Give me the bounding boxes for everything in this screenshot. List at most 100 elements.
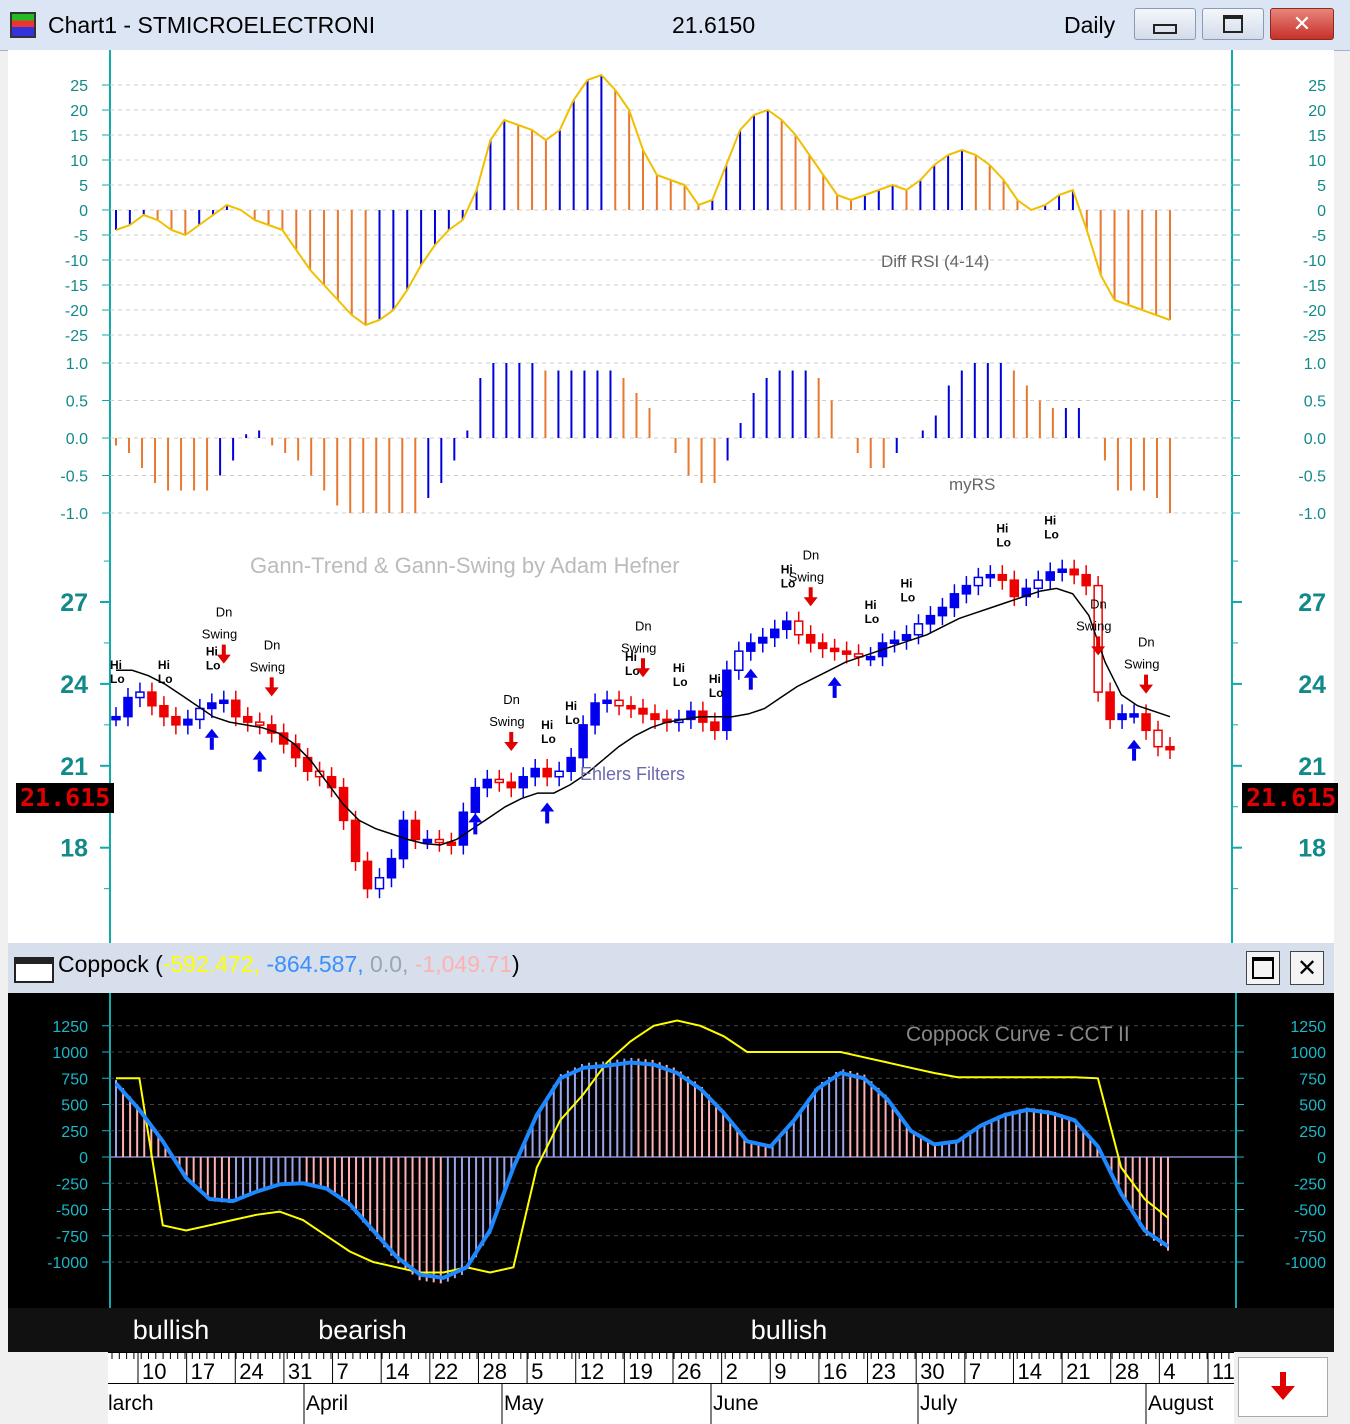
close-button[interactable]: ✕ bbox=[1270, 8, 1334, 40]
coppock-tick-right: 1250 bbox=[1290, 1019, 1326, 1036]
window-titlebar[interactable]: Chart1 - STMICROELECTRONI 21.6150 Daily … bbox=[0, 0, 1350, 51]
coppock-chart-area[interactable]: 1250 1250 1000 1000 750 750 500 500 250 250 0 0 -250… bbox=[8, 993, 1334, 1308]
minimize-icon bbox=[1153, 24, 1177, 34]
price-candle-body bbox=[530, 767, 540, 778]
scroll-to-end-button[interactable] bbox=[1238, 1357, 1328, 1417]
price-candle-body bbox=[386, 857, 397, 879]
hi-label: Hi bbox=[865, 598, 877, 612]
price-tick-right: 27 bbox=[1298, 589, 1326, 617]
diff-rsi-tick-left: 15 bbox=[70, 128, 88, 145]
price-candle-body bbox=[123, 696, 133, 718]
lo-label: Lo bbox=[625, 664, 640, 678]
up-arrow-icon bbox=[473, 822, 478, 835]
price-candle-body bbox=[207, 702, 217, 710]
price-candle-body bbox=[362, 860, 373, 890]
myrs-tick-right: 0.5 bbox=[1304, 394, 1326, 411]
date-month-label: May bbox=[504, 1392, 544, 1415]
date-month-label: June bbox=[713, 1392, 759, 1415]
dn-swing-label: Dn bbox=[216, 605, 233, 620]
upper-chart-area[interactable]: 25 25 20 20 15 15 10 10 5 5 0 0 -5 -5 -10 -10 -15 -15 -20 -… bbox=[8, 50, 1338, 943]
restore-icon bbox=[1223, 15, 1243, 33]
dn-swing-label: Dn bbox=[264, 637, 281, 652]
price-candle-body bbox=[985, 573, 996, 579]
date-day-label: 24 bbox=[239, 1359, 263, 1384]
price-candle-body bbox=[865, 655, 876, 661]
date-day-label: 28 bbox=[1115, 1359, 1139, 1384]
coppock-pane-header[interactable]: Coppock (-592.472, -864.587, 0.0, -1,049… bbox=[8, 943, 1334, 993]
regime-label: bullish bbox=[750, 1315, 828, 1345]
price-candle-body bbox=[135, 691, 145, 699]
price-candle-body bbox=[602, 699, 612, 705]
dn-swing-label: Dn bbox=[803, 547, 820, 562]
date-axis-canvas[interactable]: 10 17 24 31 7 14 22 28 5 12 19 26 2 9 16 23 30 7 14 21 28 4 11… bbox=[108, 1352, 1234, 1424]
price-candle-body bbox=[1117, 713, 1127, 721]
down-arrow-icon bbox=[269, 677, 274, 690]
price-candle-body bbox=[290, 743, 301, 759]
diff-rsi-line bbox=[115, 73, 1171, 327]
hi-label: Hi bbox=[541, 718, 553, 732]
date-day-label: 11 bbox=[1212, 1359, 1234, 1384]
coppock-tick-left: 750 bbox=[61, 1071, 88, 1088]
lo-label: Lo bbox=[158, 672, 173, 686]
pane-close-button[interactable]: ✕ bbox=[1290, 951, 1324, 985]
diff-rsi-tick-right: 0 bbox=[1317, 203, 1326, 220]
diff-rsi-tick-left: 10 bbox=[70, 153, 88, 170]
price-tick-left: 27 bbox=[60, 589, 88, 617]
coppock-title-line: Coppock (-592.472, -864.587, 0.0, -1,049… bbox=[58, 951, 520, 977]
lo-label: Lo bbox=[901, 590, 916, 604]
date-day-label: 5 bbox=[531, 1359, 543, 1384]
dn-swing-label: Swing bbox=[1076, 618, 1111, 633]
minimize-button[interactable] bbox=[1134, 8, 1196, 40]
coppock-tick-left: -1000 bbox=[47, 1255, 88, 1272]
maximize-icon bbox=[1252, 957, 1274, 979]
coppock-tick-right: -1000 bbox=[1285, 1255, 1326, 1272]
up-arrow-icon bbox=[540, 802, 555, 812]
diff-rsi-tick-right: -15 bbox=[1303, 278, 1326, 295]
myrs-tick-left: 0.5 bbox=[66, 394, 88, 411]
pane-maximize-button[interactable] bbox=[1246, 951, 1280, 985]
coppock-tick-right: -500 bbox=[1294, 1203, 1326, 1220]
myrs-tick-right: -0.5 bbox=[1298, 469, 1326, 486]
price-candle-body bbox=[494, 778, 505, 784]
price-candle-body bbox=[590, 702, 600, 726]
close-icon: ✕ bbox=[1292, 11, 1312, 36]
regime-bar: bullish bearish bullish bbox=[8, 1308, 1334, 1352]
date-axis[interactable]: 10 17 24 31 7 14 22 28 5 12 19 26 2 9 16 23 30 7 14 21 28 4 11… bbox=[108, 1352, 1234, 1424]
restore-button[interactable] bbox=[1202, 8, 1264, 40]
price-candle-body bbox=[350, 819, 361, 863]
up-arrow-icon bbox=[827, 676, 842, 686]
regime-segment-bullish-1: bullish bbox=[112, 1308, 230, 1352]
date-day-label: 28 bbox=[482, 1359, 506, 1384]
coppock-tick-right: 500 bbox=[1299, 1098, 1326, 1115]
price-candle-body bbox=[841, 650, 852, 655]
hi-label: Hi bbox=[901, 576, 913, 590]
price-candle-body bbox=[722, 669, 732, 732]
diff-rsi-tick-right: -5 bbox=[1312, 228, 1326, 245]
date-day-label: 21 bbox=[1066, 1359, 1090, 1384]
price-candle-body bbox=[410, 819, 421, 841]
upper-chart-canvas[interactable]: 25 25 20 20 15 15 10 10 5 5 0 0 -5 -5 -10 -10 -15 -15 -20 -… bbox=[8, 50, 1334, 943]
price-candle-body bbox=[973, 576, 984, 587]
diff-rsi-tick-left: 25 bbox=[70, 78, 88, 95]
down-arrow-icon bbox=[1091, 646, 1106, 656]
price-candle-body bbox=[638, 707, 648, 715]
up-arrow-icon bbox=[252, 750, 267, 760]
dn-swing-label: Dn bbox=[635, 618, 652, 633]
price-candle-body bbox=[1033, 579, 1043, 590]
pane-window-icon bbox=[14, 957, 54, 983]
coppock-tick-left: -250 bbox=[56, 1176, 88, 1193]
date-day-label: 14 bbox=[1017, 1359, 1041, 1384]
diff-rsi-tick-right: -25 bbox=[1303, 328, 1326, 345]
price-candle-body bbox=[470, 786, 481, 813]
lo-label: Lo bbox=[206, 659, 221, 673]
down-arrow-icon bbox=[504, 741, 519, 751]
diff-rsi-tick-left: 5 bbox=[79, 178, 88, 195]
regime-segment-bearish: bearish bbox=[230, 1308, 495, 1352]
coppock-chart-canvas[interactable]: 1250 1250 1000 1000 750 750 500 500 250 250 0 0 -250… bbox=[8, 993, 1334, 1308]
date-day-label: 19 bbox=[628, 1359, 652, 1384]
lo-label: Lo bbox=[1044, 527, 1059, 541]
myrs-tick-right: 0.0 bbox=[1304, 431, 1326, 448]
date-day-label: 14 bbox=[385, 1359, 409, 1384]
date-month-label: larch bbox=[108, 1392, 154, 1415]
price-candle-body bbox=[219, 699, 229, 705]
